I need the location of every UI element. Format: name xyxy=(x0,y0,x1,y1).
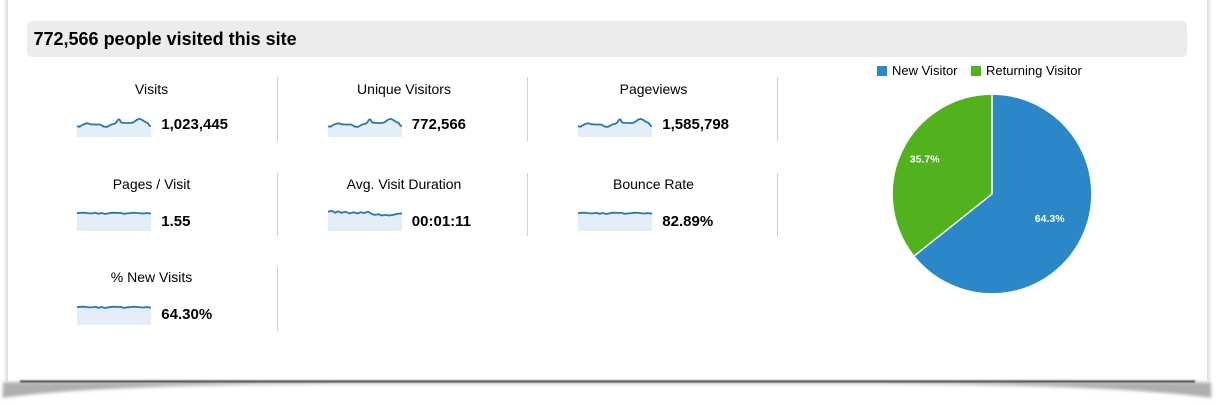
svg-text:35.7%: 35.7% xyxy=(909,153,939,165)
svg-text:64.3%: 64.3% xyxy=(1034,213,1064,225)
